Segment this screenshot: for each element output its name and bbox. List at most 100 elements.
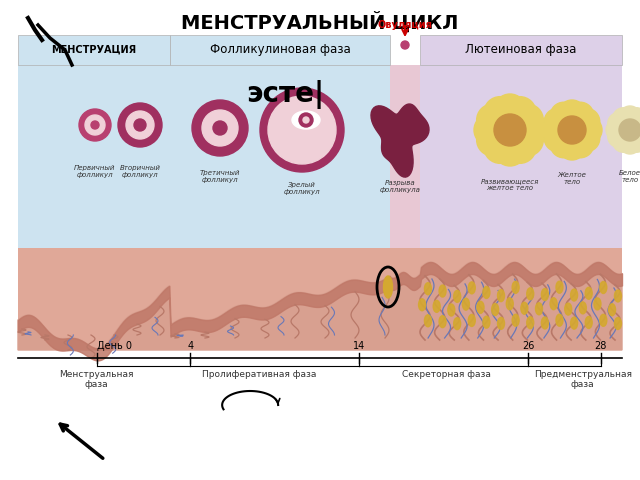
- Ellipse shape: [541, 317, 548, 329]
- Circle shape: [567, 131, 594, 158]
- Circle shape: [630, 113, 640, 134]
- Circle shape: [542, 117, 569, 144]
- Text: Фолликулиновая фаза: Фолликулиновая фаза: [210, 44, 350, 57]
- Circle shape: [559, 133, 586, 160]
- Bar: [170, 35, 390, 65]
- Circle shape: [494, 133, 526, 166]
- Ellipse shape: [463, 298, 469, 310]
- Bar: [18, 65, 170, 250]
- Ellipse shape: [497, 289, 504, 301]
- Ellipse shape: [579, 302, 586, 314]
- Circle shape: [632, 119, 640, 141]
- Circle shape: [626, 131, 640, 152]
- Circle shape: [544, 125, 572, 152]
- Circle shape: [575, 117, 602, 144]
- Circle shape: [202, 110, 238, 146]
- Text: Разрыва
фолликула: Разрыва фолликула: [380, 180, 420, 193]
- Ellipse shape: [439, 316, 446, 328]
- Circle shape: [504, 96, 536, 129]
- Ellipse shape: [550, 298, 557, 310]
- Ellipse shape: [497, 317, 504, 329]
- Circle shape: [612, 131, 634, 152]
- Polygon shape: [371, 104, 429, 177]
- Text: Третичный
фолликул: Третичный фолликул: [200, 170, 240, 183]
- Ellipse shape: [383, 276, 392, 298]
- Text: Лютеиновая фаза: Лютеиновая фаза: [465, 44, 577, 57]
- Text: МЕНСТРУАЦИЯ: МЕНСТРУАЦИЯ: [51, 45, 136, 55]
- Circle shape: [630, 126, 640, 147]
- Circle shape: [511, 104, 543, 136]
- Ellipse shape: [512, 281, 519, 293]
- Ellipse shape: [512, 314, 519, 326]
- Circle shape: [494, 114, 526, 146]
- Circle shape: [550, 131, 577, 158]
- Circle shape: [213, 121, 227, 135]
- Ellipse shape: [600, 314, 607, 326]
- Circle shape: [558, 116, 586, 144]
- Circle shape: [573, 125, 600, 152]
- Text: эсте|: эсте|: [246, 80, 324, 109]
- Circle shape: [484, 131, 516, 163]
- Ellipse shape: [614, 317, 621, 329]
- Text: 14: 14: [353, 341, 365, 351]
- Ellipse shape: [609, 304, 616, 316]
- Ellipse shape: [541, 288, 548, 300]
- Text: Менструальная
фаза: Менструальная фаза: [60, 370, 134, 389]
- Circle shape: [79, 109, 111, 141]
- Circle shape: [620, 106, 640, 128]
- Circle shape: [504, 131, 536, 163]
- Ellipse shape: [439, 285, 446, 297]
- Ellipse shape: [468, 314, 476, 326]
- Circle shape: [134, 119, 146, 131]
- Ellipse shape: [571, 317, 577, 329]
- Circle shape: [484, 96, 516, 129]
- Ellipse shape: [556, 314, 563, 326]
- Text: Предменструальная
фаза: Предменструальная фаза: [534, 370, 632, 389]
- Ellipse shape: [419, 299, 426, 311]
- Text: Пролиферативная фаза: Пролиферативная фаза: [202, 370, 317, 379]
- Ellipse shape: [527, 317, 534, 329]
- Circle shape: [268, 96, 336, 164]
- Bar: [420, 65, 622, 250]
- Ellipse shape: [454, 318, 461, 330]
- Circle shape: [626, 108, 640, 130]
- Circle shape: [299, 113, 313, 127]
- Ellipse shape: [614, 290, 621, 302]
- Ellipse shape: [483, 316, 490, 328]
- Ellipse shape: [527, 288, 534, 300]
- Circle shape: [303, 117, 309, 123]
- Text: Вторичный
фолликул: Вторичный фолликул: [120, 165, 161, 178]
- Circle shape: [606, 119, 628, 141]
- Ellipse shape: [536, 303, 543, 315]
- Ellipse shape: [292, 111, 320, 129]
- Polygon shape: [18, 262, 622, 350]
- Circle shape: [85, 115, 105, 135]
- Circle shape: [544, 108, 572, 135]
- Ellipse shape: [468, 282, 476, 294]
- Ellipse shape: [521, 302, 528, 314]
- Ellipse shape: [424, 283, 431, 295]
- Text: Первичный
фолликул: Первичный фолликул: [74, 165, 116, 178]
- Text: День 0: День 0: [97, 341, 132, 351]
- Text: Желтое
тело: Желтое тело: [557, 172, 586, 185]
- Ellipse shape: [492, 303, 499, 315]
- Ellipse shape: [424, 315, 431, 327]
- Bar: [390, 65, 420, 250]
- Bar: [420, 35, 622, 65]
- Text: Развивающееся
желтое тело: Развивающееся желтое тело: [481, 178, 539, 191]
- Text: 4: 4: [187, 341, 193, 351]
- Circle shape: [550, 102, 577, 129]
- Ellipse shape: [571, 289, 577, 301]
- Circle shape: [91, 121, 99, 129]
- Circle shape: [494, 94, 526, 126]
- Ellipse shape: [585, 287, 592, 299]
- Circle shape: [573, 108, 600, 135]
- Circle shape: [118, 103, 162, 147]
- Ellipse shape: [506, 298, 513, 310]
- Circle shape: [192, 100, 248, 156]
- Circle shape: [620, 132, 640, 154]
- Text: Белое
тело: Белое тело: [619, 170, 640, 183]
- Ellipse shape: [594, 298, 601, 310]
- Ellipse shape: [483, 287, 490, 299]
- Circle shape: [513, 114, 546, 146]
